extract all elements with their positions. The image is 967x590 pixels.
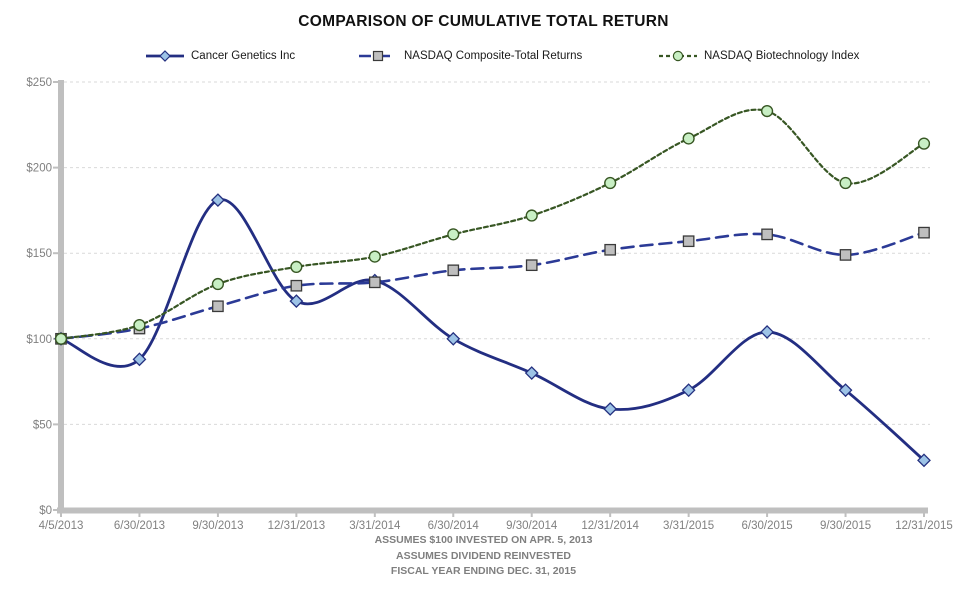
data-point-marker [211, 277, 225, 291]
x-tick-label: 6/30/2013 [114, 520, 165, 532]
x-tick-label: 3/31/2015 [663, 520, 714, 532]
chart-legend: Cancer Genetics Inc NASDAQ Composite-Tota… [0, 48, 967, 66]
x-tick-label: 3/31/2014 [349, 520, 401, 532]
y-tick-label: $0 [39, 505, 52, 517]
legend-item-2: NASDAQ Composite-Total Returns [358, 48, 582, 64]
data-point-marker [446, 331, 461, 346]
legend-item-3: NASDAQ Biotechnology Index [658, 48, 859, 64]
data-point-marker [917, 137, 931, 150]
x-tick-label: 12/31/2014 [581, 520, 639, 532]
y-tick-label: $50 [33, 419, 52, 431]
data-point-marker [525, 209, 538, 222]
x-tick-label: 12/31/2015 [895, 520, 953, 532]
data-point-marker [368, 276, 381, 289]
y-tick-label: $100 [26, 334, 52, 346]
x-tick-label: 4/5/2013 [39, 520, 84, 532]
data-point-marker [525, 259, 538, 272]
x-tick-label: 9/30/2014 [506, 520, 558, 532]
data-point-marker [210, 193, 225, 208]
data-point-marker [839, 249, 852, 261]
data-point-marker [682, 235, 695, 248]
legend-label: Cancer Genetics Inc [191, 50, 296, 62]
data-point-marker [760, 325, 775, 339]
data-point-marker [761, 228, 773, 241]
x-tick-label: 9/30/2013 [192, 520, 243, 532]
data-point-marker [604, 243, 617, 256]
data-point-marker [54, 332, 68, 345]
data-point-marker [290, 260, 303, 273]
data-point-marker [133, 319, 146, 332]
legend-marker-circle-icon [659, 50, 697, 62]
chart-footer: ASSUMES $100 INVESTED ON APR. 5, 2013 AS… [0, 533, 967, 580]
legend-marker-shape [159, 50, 171, 62]
x-tick-label: 9/30/2015 [820, 520, 871, 532]
data-point-marker [681, 383, 696, 398]
page-title: COMPARISON OF CUMULATIVE TOTAL RETURN [298, 13, 669, 30]
footer-note-invested: ASSUMES $100 INVESTED ON APR. 5, 2013 [374, 534, 593, 546]
y-tick-label: $150 [26, 248, 52, 260]
legend-marker-shape [372, 50, 384, 62]
data-point-marker [132, 352, 147, 367]
legend-label: NASDAQ Biotechnology Index [704, 50, 860, 62]
data-point-marker [447, 264, 460, 277]
data-point-marker [289, 294, 304, 309]
series-line-3 [59, 108, 926, 340]
data-point-marker [838, 383, 853, 398]
data-point-marker [603, 402, 618, 416]
legend-marker-square-icon [359, 50, 397, 62]
data-point-marker [917, 453, 931, 468]
legend-label: NASDAQ Composite-Total Returns [404, 50, 583, 62]
x-tick-label: 12/31/2013 [268, 520, 326, 532]
data-point-marker [682, 132, 695, 145]
data-point-marker [760, 105, 774, 118]
x-tick-label: 6/30/2014 [428, 520, 480, 532]
data-point-marker [290, 279, 303, 292]
data-point-marker [212, 300, 224, 313]
y-tick-label: $250 [26, 77, 52, 89]
data-point-marker [368, 250, 381, 263]
series-line-2 [59, 231, 926, 341]
series-line-1 [59, 198, 926, 462]
legend-marker-diamond-icon [146, 50, 184, 62]
footer-note-fiscal-year: FISCAL YEAR ENDING DEC. 31, 2015 [390, 565, 577, 577]
data-point-marker [918, 226, 930, 239]
data-point-marker [839, 176, 852, 190]
legend-marker-shape [672, 50, 684, 62]
x-tick-label: 6/30/2015 [742, 520, 793, 532]
y-tick-label: $200 [26, 163, 52, 175]
legend-item-1: Cancer Genetics Inc [145, 48, 295, 64]
data-point-marker [524, 366, 539, 380]
footer-note-dividend: ASSUMES DIVIDEND REINVESTED [395, 549, 572, 562]
data-point-marker [447, 228, 460, 241]
data-point-marker [604, 176, 617, 190]
